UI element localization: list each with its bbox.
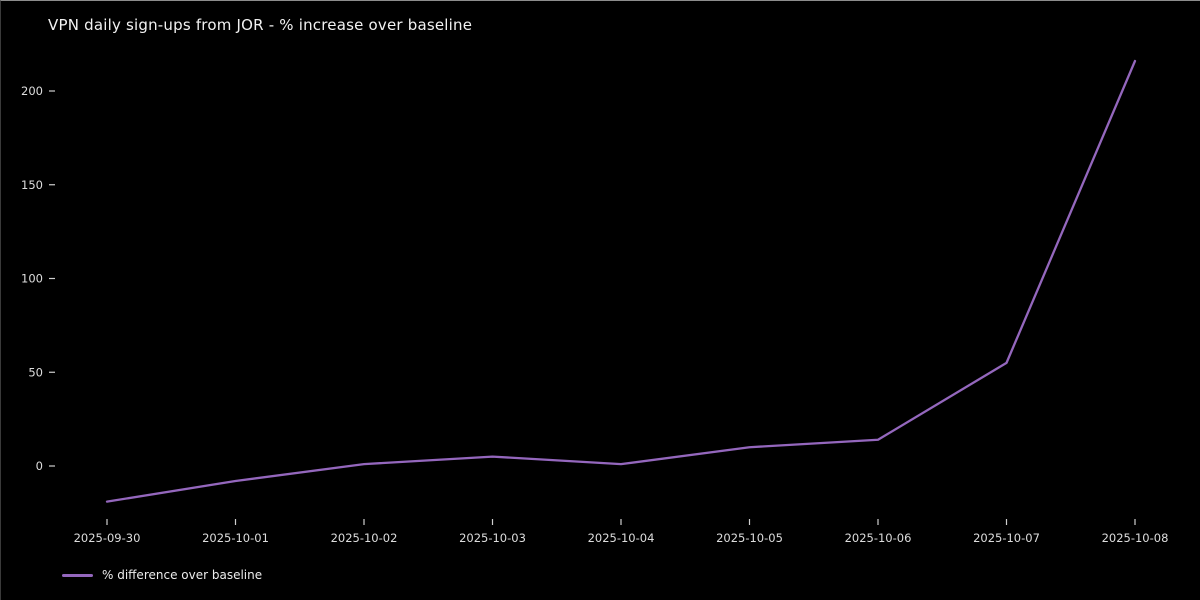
x-tick-label: 2025-10-07 — [973, 531, 1040, 545]
x-tick-label: 2025-10-03 — [459, 531, 526, 545]
x-tick-label: 2025-09-30 — [74, 531, 141, 545]
legend-label: % difference over baseline — [102, 568, 263, 582]
y-tick-label: 200 — [21, 84, 43, 98]
y-tick-label: 0 — [36, 459, 43, 473]
legend: % difference over baseline — [62, 568, 262, 582]
x-tick-label: 2025-10-08 — [1102, 531, 1169, 545]
x-tick-label: 2025-10-01 — [202, 531, 269, 545]
chart-title: VPN daily sign-ups from JOR - % increase… — [48, 16, 473, 34]
x-tick-label: 2025-10-04 — [588, 531, 655, 545]
y-tick-label: 100 — [21, 272, 43, 286]
x-tick-label: 2025-10-02 — [331, 531, 398, 545]
y-tick-label: 150 — [21, 178, 43, 192]
series-line — [105, 59, 1137, 503]
x-tick-label: 2025-10-06 — [845, 531, 912, 545]
x-tick-label: 2025-10-05 — [716, 531, 783, 545]
legend-line-swatch — [62, 573, 93, 577]
y-tick-label: 50 — [28, 365, 43, 379]
